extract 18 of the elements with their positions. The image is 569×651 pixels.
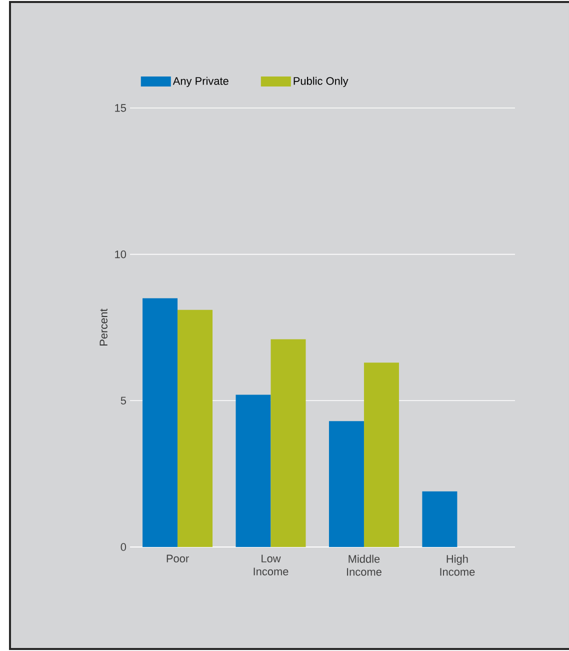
- y-tick-label: 0: [120, 543, 126, 551]
- bar: [178, 310, 213, 547]
- bar: [422, 491, 458, 547]
- x-tick-label: Low Income: [254, 554, 288, 576]
- y-tick-label: 10: [115, 250, 126, 258]
- y-tick-label: 5: [120, 396, 126, 404]
- y-tick-label: 15: [115, 104, 126, 112]
- x-tick-label: Poor: [166, 554, 189, 562]
- bar: [364, 362, 399, 547]
- bar: [270, 339, 306, 547]
- bar: [328, 421, 364, 547]
- x-tick-label: Middle Income: [347, 554, 382, 576]
- x-tick-label: High Income: [440, 554, 475, 576]
- bar: [142, 298, 178, 547]
- bar: [236, 394, 271, 547]
- legend-label: Public Only: [294, 76, 348, 88]
- legend-label: Any Private: [172, 76, 228, 88]
- y-axis-title: Percent: [100, 308, 108, 346]
